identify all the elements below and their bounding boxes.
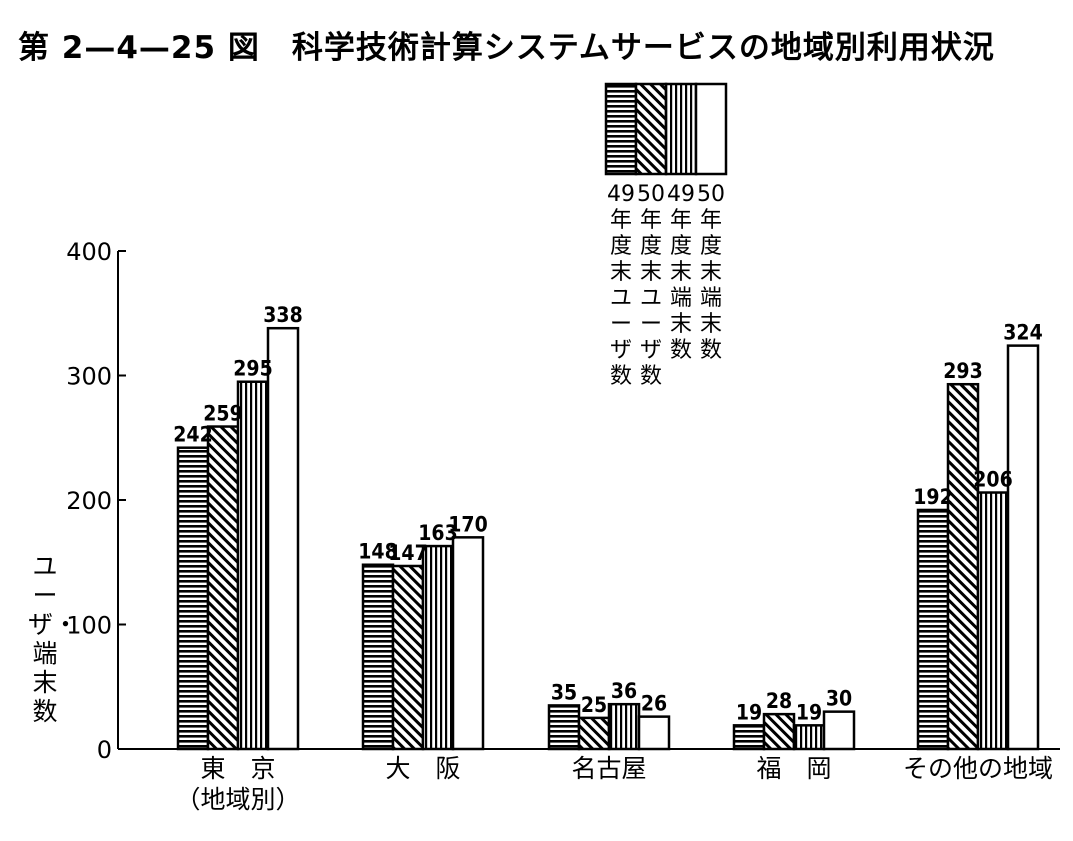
legend-swatch-0 (604, 82, 638, 176)
category-label: 福 岡 (756, 754, 831, 783)
bar-3-0 (266, 326, 300, 751)
data-label: 259 (203, 402, 242, 426)
bar-0-4 (916, 508, 950, 751)
data-label: 163 (418, 521, 457, 545)
bar-1-2 (577, 716, 611, 751)
category-label: 名古屋 (571, 754, 646, 783)
data-label: 28 (766, 689, 792, 713)
data-label: 19 (796, 700, 822, 724)
bar-1-4 (946, 382, 980, 751)
data-label: 148 (358, 540, 397, 564)
bar-2-4 (976, 491, 1010, 751)
legend-label-3: 50 年度末端末数 (697, 182, 725, 363)
y-axis-label: ユーザ・端末数 (28, 552, 79, 726)
data-label: 293 (943, 359, 982, 383)
bar-0-0 (176, 446, 210, 751)
legend-swatch-1 (634, 82, 668, 176)
bar-2-1 (421, 544, 455, 751)
data-label: 19 (736, 700, 762, 724)
bar-layer (176, 326, 1040, 751)
category-label: （地域別） (175, 785, 300, 814)
y-tick-label: 300 (66, 363, 112, 391)
bar-2-2 (607, 702, 641, 751)
label-layer: 242 148 35 19 192 259 147 25 28 293 295 163 36 19 206 3… (173, 303, 1053, 814)
y-tick-label: 100 (66, 612, 112, 640)
category-label: 東 京 (200, 754, 275, 783)
bar-0-1 (361, 563, 395, 751)
category-label: その他の地域 (903, 754, 1053, 783)
data-label: 26 (641, 692, 667, 716)
bar-3-1 (451, 536, 485, 751)
data-label: 36 (611, 679, 637, 703)
data-label: 147 (388, 541, 427, 565)
data-label: 192 (913, 485, 952, 509)
data-label: 25 (581, 693, 607, 717)
bar-1-0 (206, 425, 240, 751)
legend-label-1: 50 年度末ユーザ数 (637, 182, 665, 389)
data-label: 30 (826, 687, 852, 711)
data-label: 324 (1003, 321, 1042, 345)
legend-label-0: 49 年度末ユーザ数 (607, 182, 635, 389)
bar-0-2 (547, 704, 581, 751)
data-label: 242 (173, 423, 212, 447)
category-label: 大 阪 (385, 754, 460, 783)
bar-1-3 (762, 712, 796, 751)
bar-3-2 (637, 715, 671, 751)
data-label: 206 (973, 468, 1012, 492)
bar-3-4 (1006, 344, 1040, 751)
y-tick-label: 400 (66, 238, 112, 266)
bar-0-3 (732, 724, 766, 751)
data-label: 35 (551, 680, 577, 704)
bar-2-0 (236, 380, 270, 751)
legend-layer (604, 82, 728, 176)
data-label: 170 (448, 512, 487, 536)
legend-label-2: 49 年度末端末数 (667, 182, 695, 363)
bar-3-3 (822, 710, 856, 751)
data-label: 338 (263, 303, 302, 327)
bar-1-1 (391, 564, 425, 751)
legend-swatch-2 (664, 82, 698, 176)
y-tick-label: 0 (97, 736, 112, 764)
chart-title: 第 2—4—25 図 科学技術計算システムサービスの地域別利用状況 (18, 30, 995, 66)
y-tick-label: 200 (66, 487, 112, 515)
legend-swatch-3 (694, 82, 728, 176)
bar-2-3 (792, 724, 826, 751)
data-label: 295 (233, 357, 272, 381)
